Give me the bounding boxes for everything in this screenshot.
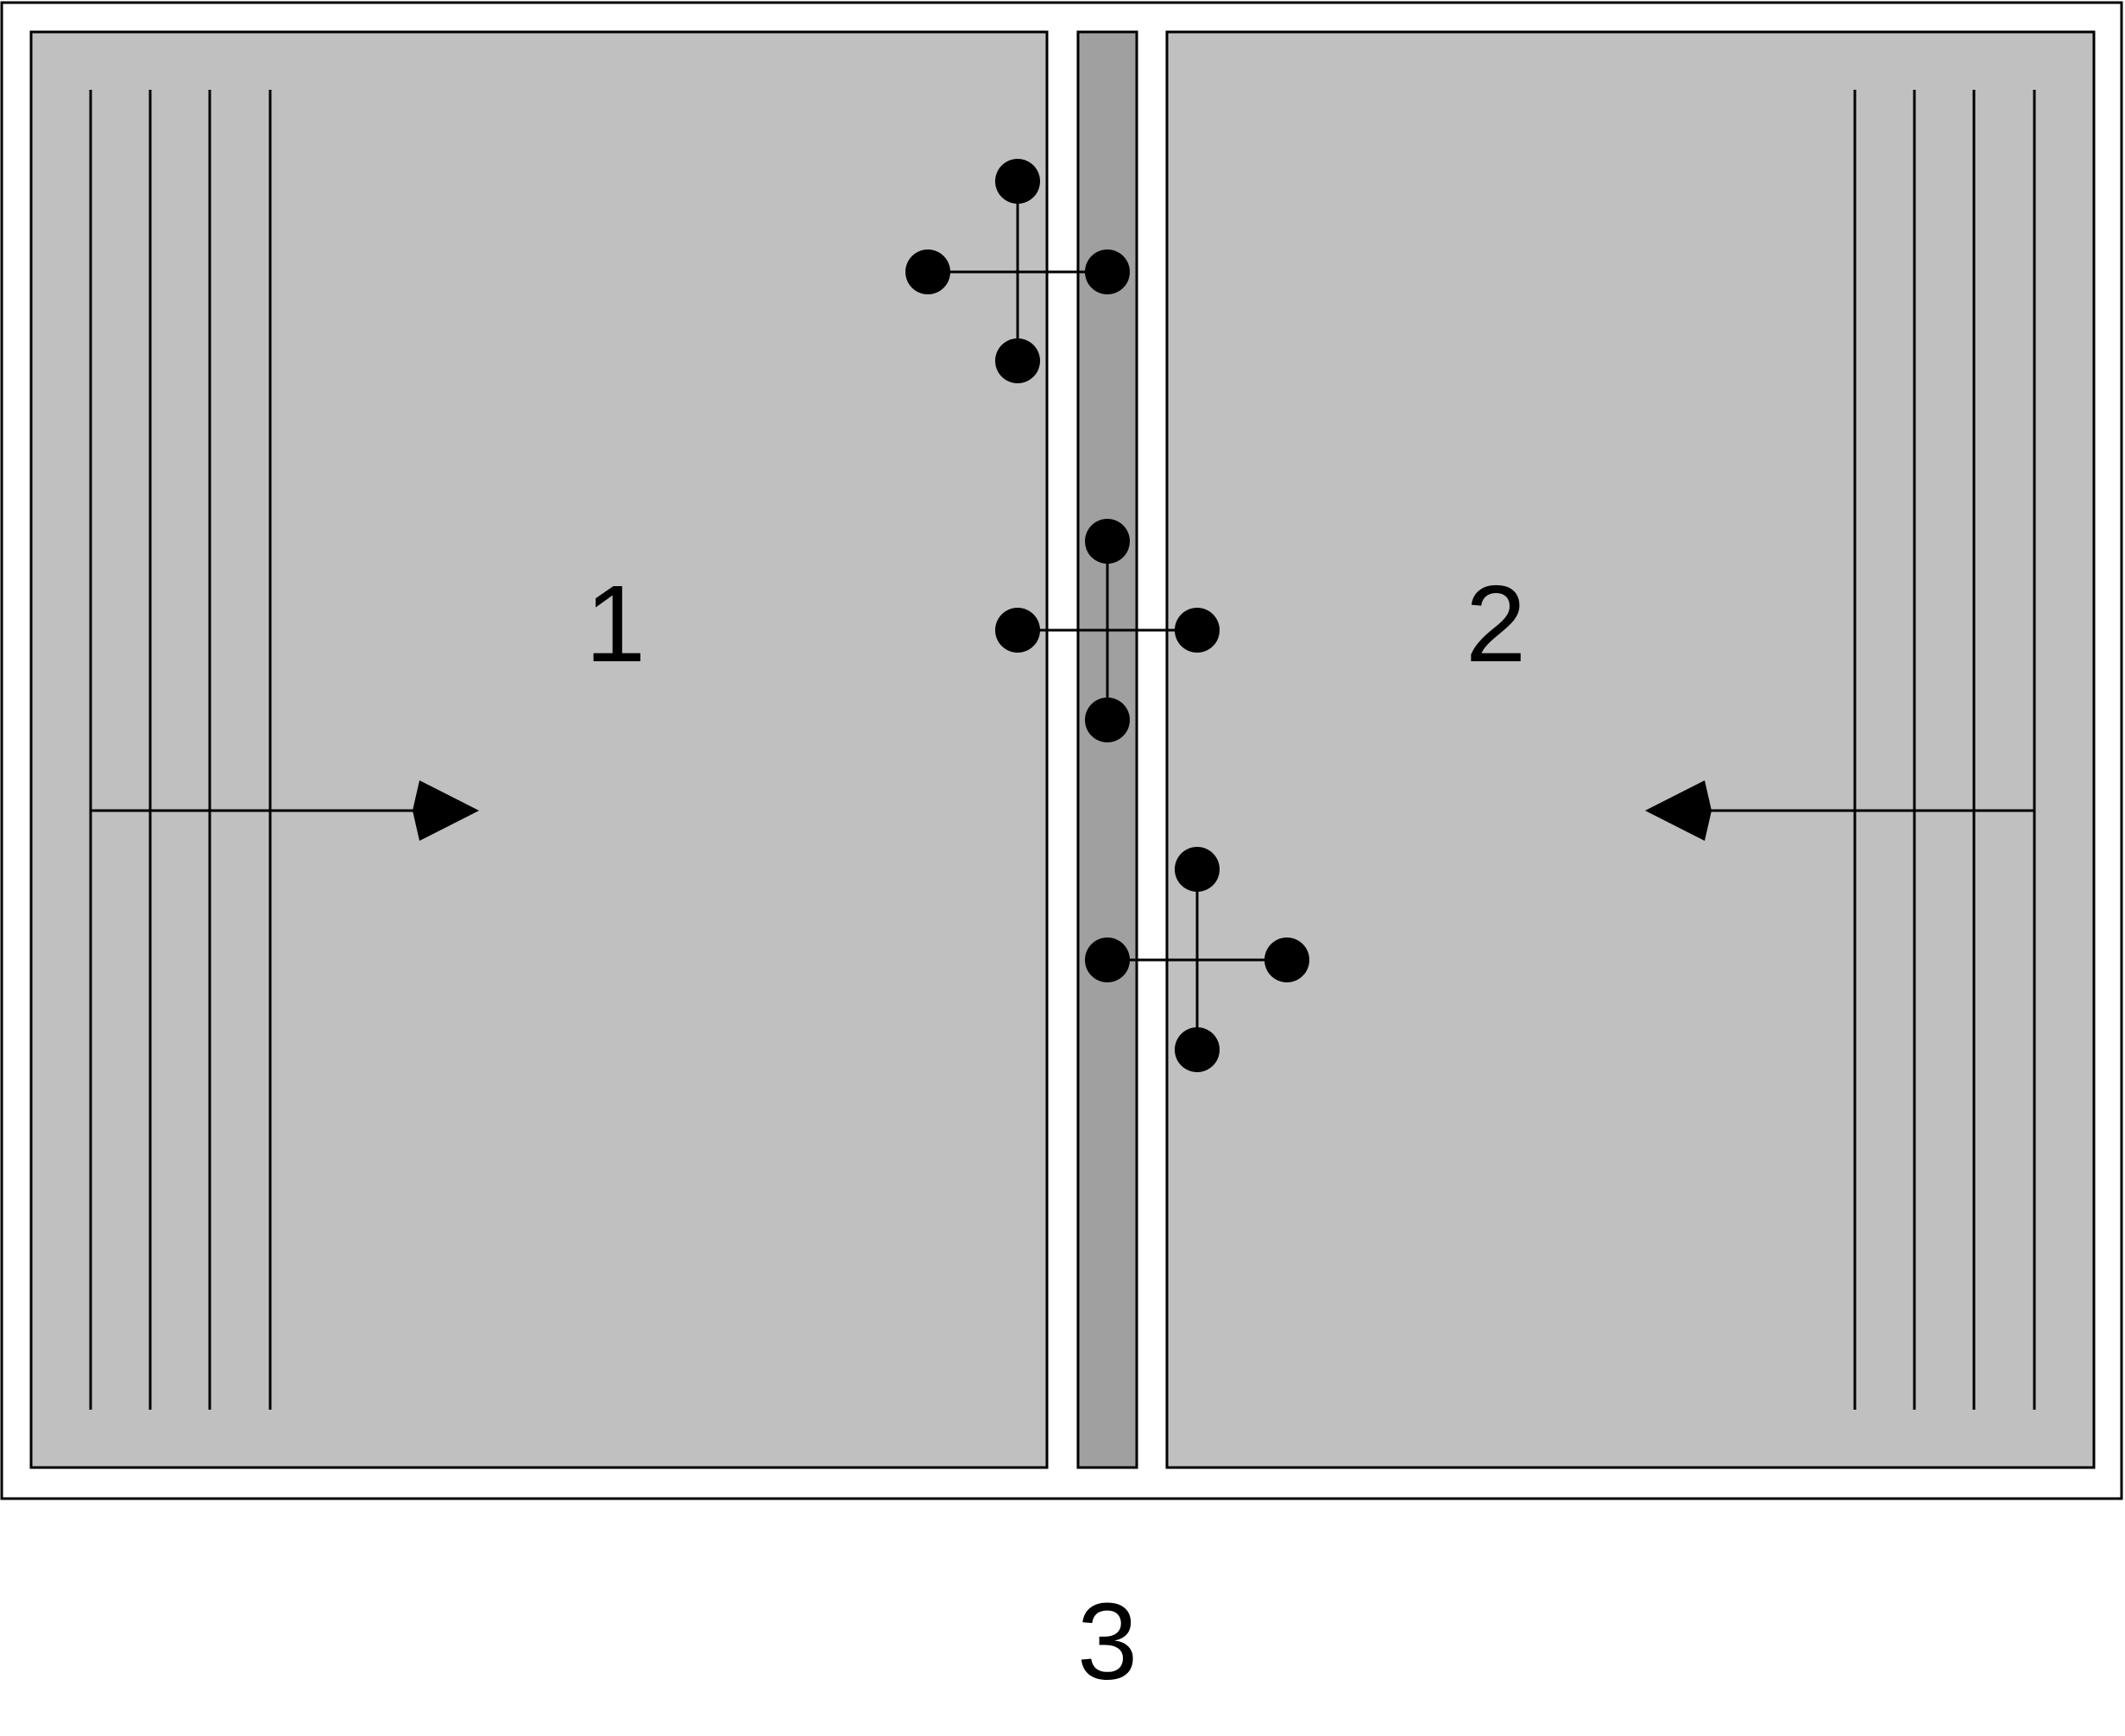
right-arrow-head	[1645, 780, 1712, 841]
left-arrow	[91, 780, 479, 841]
left-vertical-lines	[89, 90, 272, 1410]
cross-dot	[1175, 847, 1220, 892]
cross-dot	[1085, 698, 1130, 742]
left-arrow-head	[413, 780, 479, 841]
cross-dot	[1085, 249, 1130, 294]
cross-dot	[995, 338, 1040, 383]
cross-dot	[995, 159, 1040, 204]
left-panel	[29, 30, 1049, 1469]
right-vertical-lines	[1853, 90, 2036, 1410]
label-overall: 3	[1077, 1581, 1138, 1702]
cross-dot	[905, 249, 950, 294]
right-panel	[1165, 30, 2096, 1469]
cross-dot	[1175, 1027, 1220, 1072]
cross-symbol-bottom	[1085, 847, 1309, 1072]
label-right-panel: 2	[1466, 563, 1526, 685]
cross-dot	[1085, 519, 1130, 564]
center-strip	[1076, 30, 1138, 1469]
cross-symbol-middle	[995, 519, 1220, 742]
cross-dot	[1085, 937, 1130, 982]
label-left-panel: 1	[585, 563, 646, 685]
cross-dot	[995, 608, 1040, 653]
cross-dot	[1264, 937, 1309, 982]
right-arrow	[1645, 780, 2034, 841]
cross-dot	[1175, 608, 1220, 653]
cross-symbol-top	[905, 159, 1130, 383]
